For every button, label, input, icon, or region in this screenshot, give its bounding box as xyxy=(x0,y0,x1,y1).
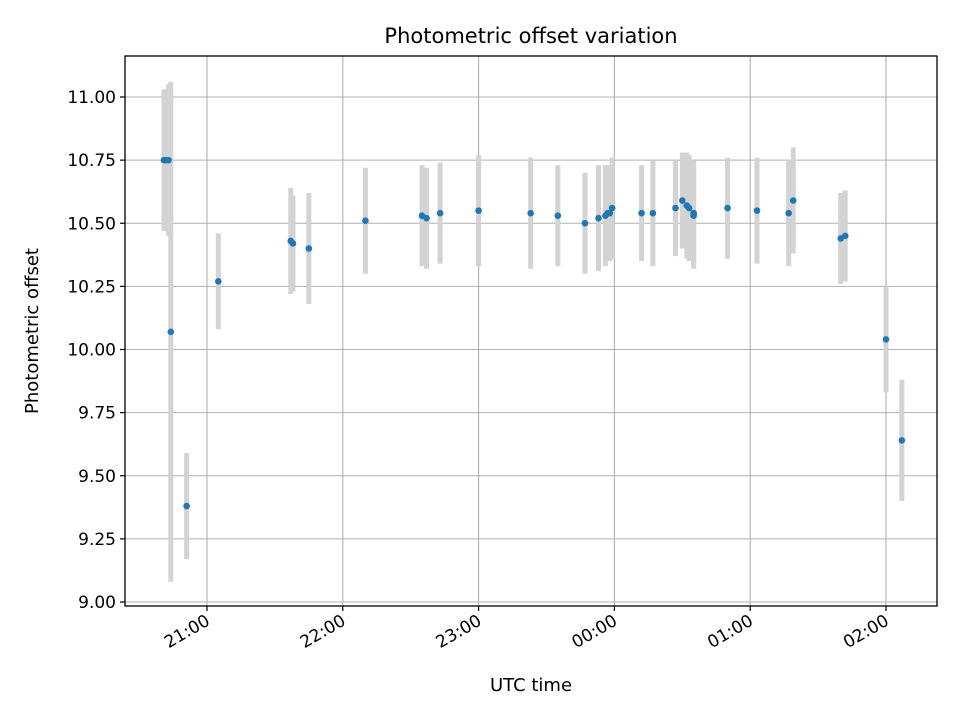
data-point xyxy=(305,245,313,252)
y-tick-label: 9.75 xyxy=(78,404,116,424)
data-point xyxy=(527,209,534,217)
data-point xyxy=(753,207,761,214)
y-tick-label: 9.25 xyxy=(78,530,116,550)
x-axis-label: UTC time xyxy=(490,675,572,696)
data-point xyxy=(595,214,602,222)
chart-title: Photometric offset variation xyxy=(384,24,677,48)
data-point xyxy=(581,219,589,227)
data-point xyxy=(289,240,297,247)
y-tick-label: 10.75 xyxy=(67,151,116,171)
data-point xyxy=(898,437,906,444)
data-point xyxy=(789,197,797,204)
data-point xyxy=(638,209,645,217)
data-point xyxy=(685,204,693,212)
data-point xyxy=(167,328,175,336)
data-point xyxy=(649,209,657,217)
data-point xyxy=(436,209,444,217)
errorbar-layer xyxy=(161,81,905,582)
x-tick-label: 21:00 xyxy=(161,611,213,653)
x-tick-label: 01:00 xyxy=(704,611,756,653)
x-tick-label: 00:00 xyxy=(568,611,620,653)
data-point xyxy=(554,212,562,219)
data-point xyxy=(724,204,731,212)
data-point xyxy=(679,197,686,204)
data-point xyxy=(362,217,369,225)
data-point xyxy=(183,502,190,510)
data-point xyxy=(841,232,849,240)
data-point xyxy=(165,156,172,164)
data-point xyxy=(606,209,614,217)
data-point xyxy=(475,207,482,214)
y-tick-label: 10.50 xyxy=(67,214,116,234)
data-point xyxy=(882,336,890,343)
data-point xyxy=(215,278,222,285)
y-tick-label: 10.25 xyxy=(67,277,116,297)
data-point xyxy=(785,209,792,217)
y-axis-label: Photometric offset xyxy=(22,248,43,414)
x-tick-label: 22:00 xyxy=(297,611,349,653)
plot-frame xyxy=(124,55,938,607)
grid-layer xyxy=(125,56,937,606)
point-layer xyxy=(160,156,906,510)
data-point xyxy=(608,204,616,212)
data-point xyxy=(672,204,679,212)
y-tick-label: 10.00 xyxy=(67,341,116,361)
y-tick-label: 9.00 xyxy=(78,593,116,613)
y-tick-label: 9.50 xyxy=(78,467,116,487)
data-point xyxy=(423,214,430,222)
x-tick-label: 23:00 xyxy=(433,611,485,653)
x-tick-label: 02:00 xyxy=(840,611,892,653)
data-point xyxy=(690,209,697,217)
y-tick-label: 11.00 xyxy=(67,88,116,108)
